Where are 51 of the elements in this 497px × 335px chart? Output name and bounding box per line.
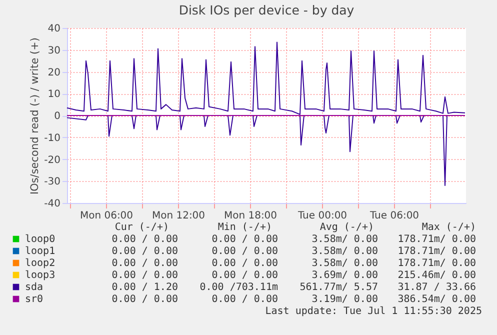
text: 0.00 / 1.20 [112,282,178,293]
y-tick-label: -20 [44,154,60,166]
text: Last update: Tue Jul 1 11:55:30 2025 [265,306,482,317]
legend-label: sr0 [25,294,44,305]
text: 0.00 / 0.00 [112,234,178,245]
text: 3.69m/ 0.00 [312,270,378,281]
y-tick-label: -40 [44,198,60,210]
y-tick-label: 10 [48,89,60,100]
x-tick-label: Mon 06:00 [80,210,134,222]
y-tick-label: -10 [44,132,60,144]
y-tick-label: 0 [54,111,60,122]
text: 178.71m/ 0.00 [398,258,476,269]
y-axis-title: IOs/second read (-) / write (+) [29,37,42,195]
text: Cur (-/+) [114,222,169,233]
x-tick-label: Tue 06:00 [368,210,420,222]
text: 0.00 / 0.00 [112,258,178,269]
y-tick-label: -30 [44,176,60,188]
text: 178.71m/ 0.00 [398,246,476,257]
text: 0.00 / 0.00 [212,234,278,245]
text: 3.19m/ 0.00 [312,294,378,305]
text: Avg (-/+) [320,222,374,233]
text: 3.58m/ 0.00 [312,246,378,257]
legend-label: sda [25,282,44,293]
text: 0.00 / 0.00 [212,246,278,257]
text: 31.87 / 33.66 [398,282,476,293]
x-tick-label: Mon 18:00 [224,210,278,222]
text: 3.58m/ 0.00 [312,234,378,245]
text: 3.58m/ 0.00 [312,258,378,269]
text: 0.00 / 0.00 [212,270,278,281]
text: 0.00 / 0.00 [112,246,178,257]
x-tick-label: Mon 12:00 [152,210,206,222]
text: 0.00 / 0.00 [112,270,178,281]
y-tick-label: 30 [48,45,60,56]
y-tick-label: 20 [48,67,60,78]
text: 0.00 / 0.00 [212,294,278,305]
legend-label: loop0 [25,234,56,245]
text: 561.77m/ 5.57 [300,282,378,293]
text: 0.00 /703.11m [200,282,278,293]
legend-label: loop3 [25,270,56,281]
chart-title: Disk IOs per device - by day [178,2,355,18]
text: 215.46m/ 0.00 [398,270,476,281]
text: 178.71m/ 0.00 [398,234,476,245]
text: Min (-/+) [218,222,272,233]
x-tick-label: Tue 00:00 [296,210,348,222]
legend-label: loop1 [25,246,56,257]
y-tick-label: 40 [48,24,60,34]
text: 0.00 / 0.00 [112,294,178,305]
legend-label: loop2 [25,258,56,269]
text: Max (-/+) [422,222,476,233]
text: 386.54m/ 0.00 [398,294,476,305]
text: 0.00 / 0.00 [212,258,278,269]
